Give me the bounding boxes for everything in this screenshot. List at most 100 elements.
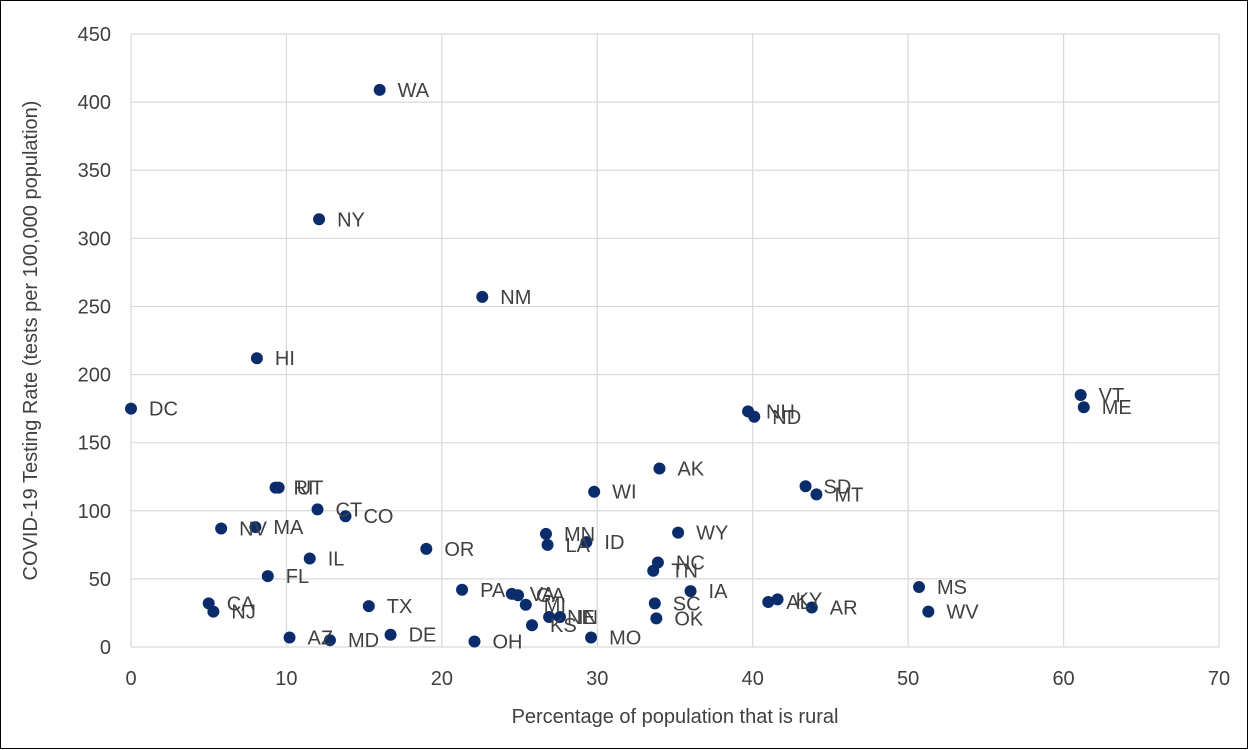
data-label: AZ	[308, 627, 334, 649]
data-point	[476, 290, 489, 303]
data-label: OK	[674, 608, 704, 630]
data-point	[250, 352, 263, 365]
data-label: MN	[564, 524, 595, 546]
data-label: LA	[566, 535, 591, 557]
data-point	[647, 564, 660, 577]
data-point	[249, 521, 262, 534]
data-label: OR	[444, 539, 474, 561]
data-point	[283, 631, 296, 644]
y-tick-label: 200	[78, 365, 111, 387]
data-label: WV	[946, 602, 979, 624]
data-label: AK	[677, 459, 704, 481]
data-point	[543, 611, 556, 624]
x-tick-label: 20	[431, 668, 453, 690]
data-label: VT	[1099, 385, 1125, 407]
data-point	[684, 585, 697, 598]
data-point	[588, 485, 601, 498]
data-label: FL	[286, 566, 309, 588]
data-point	[125, 402, 137, 415]
data-label: RI	[294, 478, 314, 500]
data-label: ID	[604, 532, 624, 554]
data-point	[313, 213, 326, 226]
data-point	[261, 570, 274, 583]
data-point	[373, 83, 386, 96]
data-label: MI	[544, 595, 566, 617]
y-tick-label: 400	[78, 92, 111, 114]
data-label: CA	[227, 593, 255, 615]
data-point	[272, 481, 285, 494]
data-point	[323, 634, 336, 647]
data-label: GA	[536, 585, 566, 607]
data-label: TX	[387, 596, 413, 618]
data-point	[1074, 388, 1087, 401]
data-label: NM	[500, 287, 531, 309]
data-point	[384, 628, 397, 641]
data-label: DE	[409, 625, 437, 647]
tick-labels: 0 10 20 30 40 50 60 70 0 50 100 150 200 250 300 350 400 4…	[78, 24, 1231, 690]
y-tick-label: 100	[78, 501, 111, 523]
data-label: KY	[796, 589, 823, 611]
data-point	[672, 526, 685, 539]
data-label: TN	[671, 561, 698, 583]
data-point	[303, 552, 316, 565]
data-point	[771, 593, 784, 606]
data-point	[207, 605, 220, 618]
data-label: PA	[480, 580, 506, 602]
data-label: SD	[824, 476, 852, 498]
data-point	[650, 612, 663, 625]
data-point	[762, 596, 775, 609]
x-tick-label: 30	[586, 668, 608, 690]
data-label: CO	[363, 506, 393, 528]
data-label: OH	[492, 632, 522, 654]
data-point	[215, 522, 228, 535]
data-label: KS	[550, 615, 577, 637]
data-label: NH	[766, 401, 795, 423]
data-label: AR	[830, 597, 858, 619]
data-point	[805, 601, 818, 614]
data-point	[539, 527, 552, 540]
data-label: MS	[937, 577, 967, 599]
x-tick-label: 10	[275, 668, 297, 690]
data-point	[526, 619, 539, 632]
data-label: DC	[149, 399, 178, 421]
data-point	[456, 583, 469, 596]
data-point	[339, 510, 352, 523]
x-tick-label: 70	[1208, 668, 1230, 690]
data-label: WA	[398, 80, 430, 102]
x-axis-title: Percentage of population that is rural	[512, 706, 839, 728]
data-points	[125, 83, 1090, 648]
data-point	[519, 598, 532, 611]
data-label: IL	[328, 548, 345, 570]
data-point	[922, 605, 935, 618]
data-label: CT	[336, 499, 363, 521]
data-label: WY	[696, 523, 728, 545]
data-point	[810, 488, 823, 501]
data-point	[585, 631, 598, 644]
data-label: NY	[337, 209, 365, 231]
data-label: MT	[834, 484, 863, 506]
data-point	[311, 503, 324, 516]
data-point	[748, 410, 761, 423]
y-tick-label: 300	[78, 228, 111, 250]
data-label: ME	[1102, 397, 1132, 419]
data-label: UT	[297, 478, 324, 500]
data-label: NV	[239, 518, 267, 540]
data-label: NJ	[231, 602, 255, 624]
data-point	[468, 635, 481, 648]
x-tick-label: 60	[1052, 668, 1074, 690]
y-tick-label: 0	[100, 637, 111, 659]
data-label: NE	[567, 607, 595, 629]
data-point	[541, 538, 554, 551]
data-label: VA	[530, 584, 556, 606]
x-tick-label: 0	[125, 668, 136, 690]
y-tick-label: 350	[78, 160, 111, 182]
y-tick-label: 250	[78, 296, 111, 318]
y-axis-title: COVID-19 Testing Rate (tests per 100,000…	[20, 101, 42, 581]
x-tick-label: 40	[742, 668, 764, 690]
data-label: MD	[348, 630, 379, 652]
data-point	[648, 597, 661, 610]
data-label: IA	[709, 581, 729, 603]
